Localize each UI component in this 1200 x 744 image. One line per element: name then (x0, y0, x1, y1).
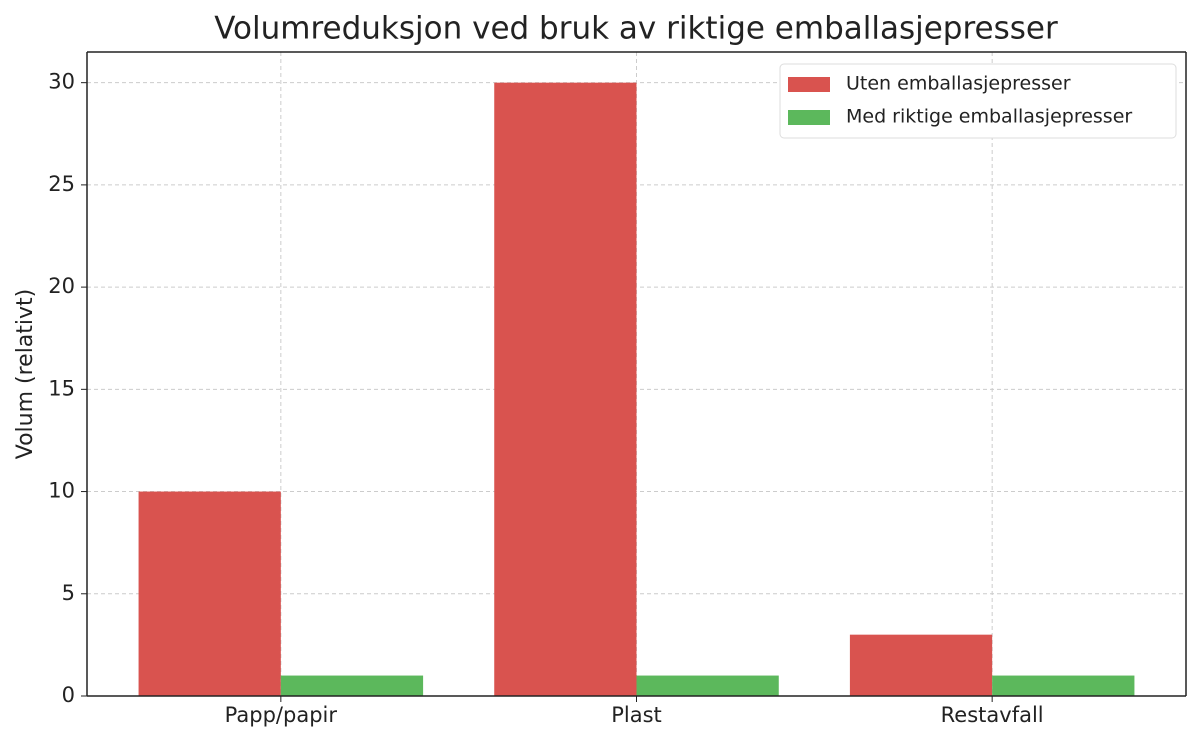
y-tick-label: 5 (62, 581, 75, 605)
bar (849, 634, 993, 696)
chart-title: Volumreduksjon ved bruk av riktige embal… (214, 11, 1058, 47)
y-tick-label: 15 (48, 376, 75, 400)
legend-box (779, 63, 1177, 139)
y-tick-label: 30 (48, 70, 75, 94)
bar (494, 82, 637, 696)
y-axis-label: Volum (relativt) (13, 289, 38, 460)
y-tick-label: 0 (62, 683, 75, 707)
y-tick-label: 25 (48, 172, 75, 196)
x-tick-label: Papp/papir (225, 703, 338, 727)
legend-label: Med riktige emballasjepresser (846, 106, 1132, 128)
x-tick-label: Plast (611, 703, 662, 727)
bar (992, 675, 1135, 696)
legend-swatch (788, 77, 830, 92)
y-tick-label: 10 (48, 479, 75, 503)
legend-swatch (788, 110, 830, 125)
y-tick-label: 20 (48, 274, 75, 298)
legend-label: Uten emballasjepresser (846, 73, 1071, 95)
bar (138, 491, 281, 696)
legend: Uten emballasjepresser Med riktige emball… (779, 63, 1177, 139)
bar (280, 675, 424, 696)
x-tick-label: Restavfall (941, 703, 1044, 727)
bar (636, 675, 779, 696)
